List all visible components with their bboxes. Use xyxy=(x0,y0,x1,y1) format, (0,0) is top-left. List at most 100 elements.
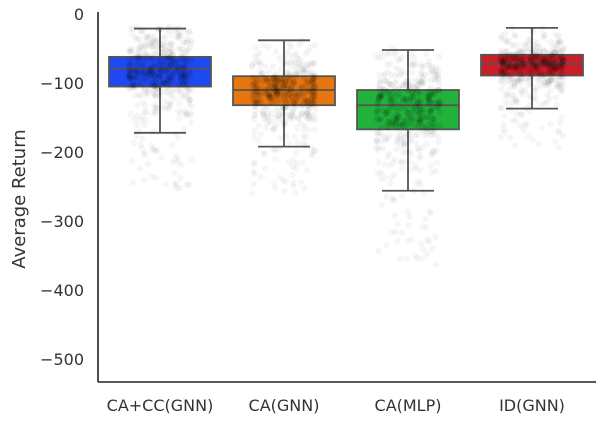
strip-point xyxy=(177,74,184,82)
strip-point xyxy=(393,92,400,99)
strip-point xyxy=(167,74,174,81)
strip-point xyxy=(170,71,177,78)
strip-point xyxy=(546,55,553,63)
strip-point xyxy=(131,81,138,89)
strip-point xyxy=(310,90,317,97)
strip-point xyxy=(556,63,563,70)
strip-point xyxy=(558,61,565,69)
strip-point xyxy=(178,108,184,114)
strip-point xyxy=(133,133,139,139)
strip-point xyxy=(434,103,441,110)
strip-point xyxy=(514,63,521,70)
strip-point xyxy=(169,90,175,96)
strip-point xyxy=(308,81,315,88)
strip-point xyxy=(407,115,415,122)
strip-point xyxy=(374,109,381,116)
strip-point xyxy=(148,80,155,88)
strip-point xyxy=(133,74,140,81)
strip-point xyxy=(531,57,539,65)
strip-point xyxy=(412,104,419,112)
strip-point xyxy=(542,58,549,65)
strip-point xyxy=(415,107,422,115)
strip-point xyxy=(159,62,166,69)
strip-point xyxy=(419,255,425,261)
strip-point xyxy=(176,64,183,72)
strip-point xyxy=(417,90,424,98)
strip-point xyxy=(271,86,278,93)
strip-point xyxy=(518,73,524,79)
strip-point xyxy=(255,123,261,129)
strip-point xyxy=(547,88,553,94)
strip-point xyxy=(549,63,556,70)
strip-point xyxy=(384,118,391,126)
strip-point xyxy=(307,44,313,50)
strip-point xyxy=(545,62,552,69)
strip-point xyxy=(309,93,317,100)
strip-point xyxy=(530,60,537,67)
strip-point xyxy=(390,114,397,121)
strip-point xyxy=(419,123,426,130)
strip-point xyxy=(143,70,150,77)
strip-point xyxy=(520,57,527,64)
strip-point xyxy=(280,81,288,89)
strip-point xyxy=(429,124,436,131)
strip-point xyxy=(426,122,433,129)
strip-point xyxy=(125,72,133,80)
strip-point xyxy=(252,79,259,86)
strip-point xyxy=(138,76,146,83)
strip-point xyxy=(373,115,381,122)
strip-point xyxy=(277,87,284,94)
strip-point xyxy=(288,93,295,101)
strip-point xyxy=(424,89,432,97)
strip-point xyxy=(152,77,159,84)
strip-point xyxy=(249,81,256,88)
strip-point xyxy=(384,50,390,56)
strip-point xyxy=(285,73,293,81)
strip-point xyxy=(407,159,413,165)
strip-point xyxy=(182,62,189,69)
strip-point xyxy=(536,58,543,65)
strip-point xyxy=(386,105,393,112)
strip-point xyxy=(427,107,434,115)
strip-point xyxy=(181,64,188,72)
strip-point xyxy=(546,69,553,77)
strip-point xyxy=(430,105,437,112)
strip-point xyxy=(539,125,545,131)
strip-point xyxy=(426,239,432,245)
strip-point xyxy=(147,71,154,78)
strip-points-id-gnn xyxy=(497,51,568,145)
strip-point xyxy=(284,85,291,93)
strip-point xyxy=(533,55,540,62)
strip-point xyxy=(546,63,554,71)
strip-point xyxy=(287,86,295,93)
strip-point xyxy=(274,75,281,82)
strip-point xyxy=(180,64,187,72)
strip-point xyxy=(273,90,281,98)
strip-point xyxy=(528,56,535,64)
strip-point xyxy=(555,55,562,62)
strip-point xyxy=(434,160,440,166)
strip-point xyxy=(389,89,397,97)
strip-point xyxy=(421,189,427,195)
strip-point xyxy=(178,162,184,168)
strip-point xyxy=(270,88,277,95)
strip-point xyxy=(409,117,416,124)
strip-point xyxy=(252,53,258,59)
strip-point xyxy=(263,115,269,121)
strip-point xyxy=(308,71,314,77)
strip-point xyxy=(307,88,315,96)
strip-point xyxy=(267,93,274,100)
strip-point xyxy=(310,76,317,83)
box-ca-cc-gnn xyxy=(108,27,212,134)
strip-point xyxy=(249,81,257,88)
strip-point xyxy=(418,63,424,69)
strip-point xyxy=(291,100,298,107)
strip-point xyxy=(552,139,558,145)
strip-point xyxy=(395,238,401,244)
strip-point xyxy=(261,74,268,82)
strip-point xyxy=(274,91,281,98)
strip-point xyxy=(310,84,317,91)
strip-point xyxy=(527,66,534,73)
strip-point xyxy=(520,60,527,68)
strip-point xyxy=(154,44,160,50)
